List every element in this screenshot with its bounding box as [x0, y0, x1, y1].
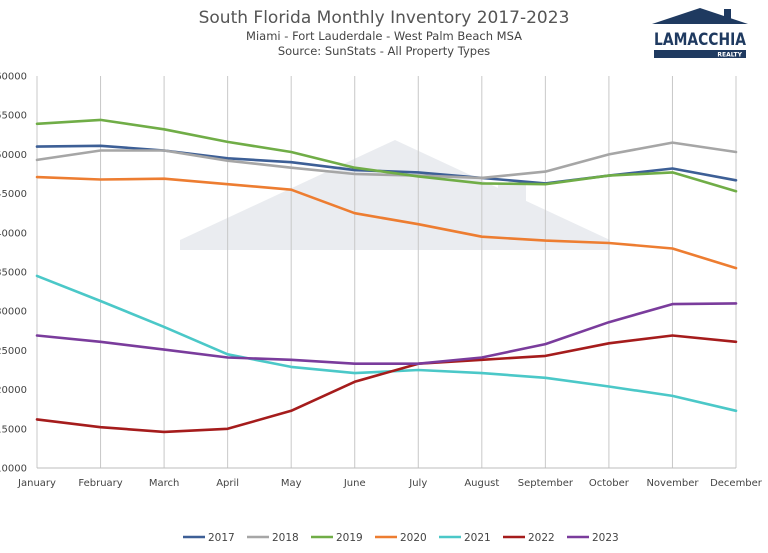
x-tick-label-february: February [78, 478, 122, 489]
y-tick-label-10000: 10000 [0, 464, 27, 475]
x-tick-label-september: September [518, 478, 574, 489]
y-tick-label-30000: 30000 [0, 307, 27, 318]
logo-chimney [724, 9, 731, 19]
y-tick-label-35000: 35000 [0, 268, 27, 279]
legend-label-2020: 2020 [400, 532, 427, 544]
legend-label-2021: 2021 [464, 532, 491, 544]
legend: 2017 2018 2019 2020 2021 2022 2023 [183, 532, 619, 544]
series-line-2023 [35, 302, 738, 366]
logo-tagline: REALTY [717, 52, 742, 59]
y-tick-label-45000: 45000 [0, 189, 27, 200]
logo-bar [654, 50, 746, 58]
y-tick-label-20000: 20000 [0, 385, 27, 396]
series-line-2022 [35, 334, 738, 434]
chart-title: South Florida Monthly Inventory 2017-202… [199, 8, 570, 28]
series-line-2020 [35, 175, 738, 270]
series-line-2018 [35, 141, 738, 180]
x-tick-label-december: December [710, 478, 763, 489]
series-line-2021 [35, 274, 738, 413]
legend-label-2019: 2019 [336, 532, 363, 544]
x-tick-label-june: June [343, 478, 366, 489]
x-tick-label-may: May [281, 478, 302, 489]
legend-label-2018: 2018 [272, 532, 299, 544]
chart-subtitle: Miami - Fort Lauderdale - West Palm Beac… [246, 29, 522, 43]
series-line-2019 [35, 118, 738, 193]
x-tick-label-january: January [17, 478, 56, 489]
y-tick-label-25000: 25000 [0, 346, 27, 357]
x-tick-label-august: August [464, 478, 499, 489]
x-tick-label-november: November [646, 478, 699, 489]
lamacchia-logo: LAMACCHIA REALTY [652, 8, 748, 59]
logo-roof-icon [652, 8, 748, 24]
y-tick-label-60000: 60000 [0, 72, 27, 83]
y-tick-label-55000: 55000 [0, 111, 27, 122]
chart-source: Source: SunStats - All Property Types [278, 44, 490, 58]
x-tick-label-april: April [216, 478, 239, 489]
y-tick-label-15000: 15000 [0, 424, 27, 435]
y-tick-label-40000: 40000 [0, 228, 27, 239]
legend-label-2017: 2017 [208, 532, 235, 544]
legend-label-2022: 2022 [528, 532, 555, 544]
legend-label-2023: 2023 [592, 532, 619, 544]
plot-area: 10000 15000 20000 25000 30000 35000 40000 45000… [0, 72, 763, 490]
x-tick-label-july: July [408, 478, 427, 489]
x-tick-label-march: March [149, 478, 179, 489]
x-tick-label-october: October [589, 478, 630, 489]
logo-name: LAMACCHIA [654, 30, 747, 50]
watermark [180, 140, 610, 250]
